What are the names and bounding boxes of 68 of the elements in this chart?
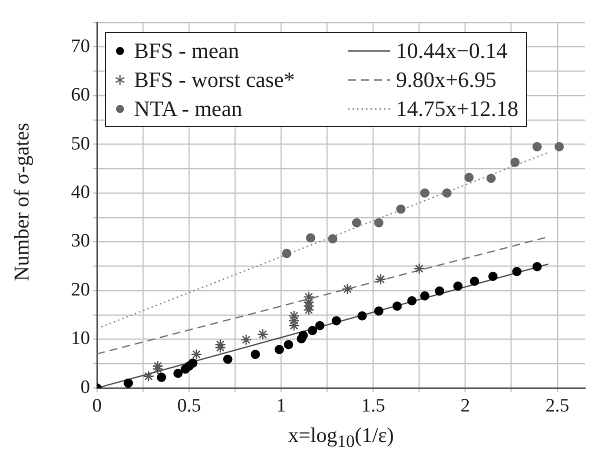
point [510,158,520,167]
y-axis-title: Number of σ-gates [10,122,34,282]
point [420,291,430,301]
y-tick-label: 40 [71,182,90,203]
point [257,328,268,340]
point [554,142,564,152]
point [374,306,384,316]
x-tick-label: 1.5 [361,395,386,416]
point [240,334,252,346]
point [250,350,260,360]
point [274,344,284,354]
point [173,368,183,378]
legend-label: 10.44x−0.14 [396,37,508,65]
point [434,286,444,296]
y-tick-label: 30 [71,230,90,252]
x-tick-label: 1 [276,395,286,416]
y-tick-label: 60 [71,84,90,106]
y-tick-label: 20 [71,279,90,300]
point [442,188,452,198]
point [152,363,164,375]
point [190,348,202,360]
point [188,358,198,368]
point [374,274,386,285]
point [358,311,367,321]
point [488,272,498,282]
point [282,248,292,258]
point [396,204,406,214]
point [512,266,522,276]
point [532,142,542,152]
point [156,372,166,382]
point [342,283,354,295]
point [223,354,232,364]
point [315,320,324,330]
point [532,262,542,272]
x-tick-label: 0.5 [177,395,201,416]
legend-label: BFS - worst case* [134,66,295,94]
point [308,326,318,336]
y-tick-label: 0 [80,376,90,398]
point [420,188,430,198]
y-tick-label: 70 [71,36,90,57]
point [374,218,384,228]
point [142,370,154,382]
point [486,174,496,184]
y-tick-label: 50 [71,133,90,154]
point [392,301,402,311]
point [298,330,308,340]
point [470,276,480,286]
point [332,316,342,326]
y-tick-label: 10 [71,328,90,350]
point [328,234,338,244]
legend-label: NTA - mean [134,95,242,123]
point [352,218,362,228]
x-tick-label: 2 [460,395,470,416]
point [453,281,463,291]
point [414,262,425,274]
point [306,233,316,243]
point [284,340,294,350]
x-axis-title: x=log$_{10}$(1/ε) [287,423,395,452]
legend-label: 14.75x+12.18 [396,95,518,123]
point [464,172,474,182]
x-tick-label: 2.5 [546,395,570,416]
point [152,360,164,372]
point [407,296,417,306]
point [214,338,226,350]
legend-label: BFS - mean [134,37,240,65]
legend-label: 9.80x+6.95 [396,66,496,94]
point [214,342,226,354]
point [124,378,133,388]
